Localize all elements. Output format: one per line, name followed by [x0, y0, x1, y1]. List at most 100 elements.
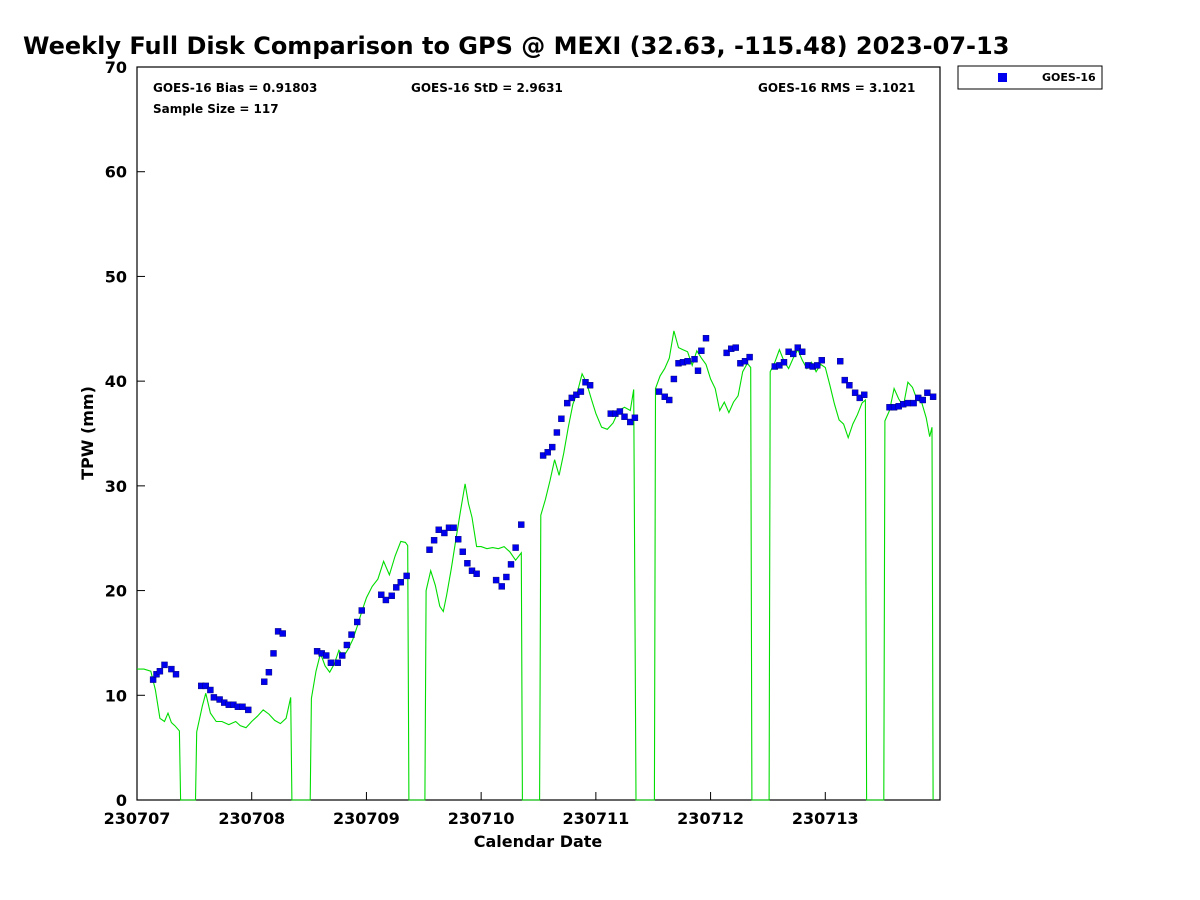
- goes-point: [459, 548, 466, 555]
- goes-point: [741, 358, 749, 365]
- goes-point: [202, 682, 210, 690]
- x-tick-label: 230707: [104, 809, 171, 828]
- goes-point: [149, 676, 157, 683]
- stat-std: GOES-16 StD = 2.9631: [411, 81, 563, 95]
- goes-point: [518, 521, 525, 528]
- goes-point: [265, 669, 273, 676]
- goes-point: [631, 414, 639, 421]
- goes-point: [172, 671, 180, 678]
- goes-series: [149, 335, 937, 714]
- legend-swatch: [998, 73, 1007, 82]
- x-tick-label: 230708: [218, 809, 285, 828]
- goes-point: [430, 537, 438, 544]
- x-tick-labels: 230707 230708 230709 230710 230711 230712 2307…: [104, 809, 859, 828]
- goes-point: [323, 652, 330, 659]
- goes-point: [780, 359, 788, 366]
- stat-sample-size: Sample Size = 117: [153, 102, 279, 116]
- x-tick-label: 230711: [562, 809, 629, 828]
- goes-point: [904, 399, 912, 407]
- goes-point: [450, 524, 457, 531]
- goes-point: [698, 347, 705, 354]
- goes-point: [210, 694, 218, 701]
- goes-point: [343, 641, 351, 649]
- goes-point: [270, 650, 277, 657]
- goes-point: [666, 396, 673, 404]
- goes-point: [354, 618, 361, 626]
- y-tick-label: 20: [105, 582, 127, 601]
- goes-point: [919, 396, 926, 404]
- goes-point: [558, 415, 565, 422]
- y-tick-label: 30: [105, 477, 127, 496]
- goes-point: [694, 367, 702, 374]
- goes-point: [553, 429, 561, 436]
- goes-point: [539, 452, 547, 459]
- goes-point: [818, 357, 825, 364]
- goes-point: [156, 668, 164, 675]
- goes-point: [814, 362, 821, 369]
- goes-point: [207, 686, 214, 694]
- goes-point: [512, 544, 519, 551]
- goes-point: [723, 349, 730, 357]
- goes-point: [670, 375, 678, 383]
- goes-point: [544, 449, 551, 456]
- goes-point: [393, 584, 400, 591]
- goes-point: [861, 391, 868, 398]
- y-tick-labels: 0 10 20 30 40 50 60 70: [105, 58, 127, 810]
- goes-point: [794, 344, 801, 351]
- goes-point: [168, 665, 175, 673]
- goes-point: [621, 413, 628, 420]
- goes-point: [799, 348, 806, 355]
- x-tick-label: 230710: [448, 809, 515, 828]
- goes-point: [577, 388, 585, 395]
- goes-point: [702, 335, 710, 342]
- y-tick-label: 0: [116, 791, 127, 810]
- goes-point: [549, 443, 556, 451]
- goes-point: [746, 353, 753, 361]
- goes-point: [388, 592, 395, 599]
- stat-rms: GOES-16 RMS = 3.1021: [758, 81, 915, 95]
- stat-bias: GOES-16 Bias = 0.91803: [153, 81, 317, 95]
- legend-label: GOES-16: [1042, 71, 1096, 84]
- legend: GOES-16: [957, 65, 1103, 90]
- y-tick-label: 70: [105, 58, 127, 77]
- goes-point: [334, 659, 341, 666]
- goes-point: [403, 572, 410, 580]
- goes-point: [348, 631, 355, 638]
- goes-point: [492, 576, 500, 584]
- goes-point: [910, 399, 917, 407]
- goes-point: [378, 591, 385, 598]
- x-tick-label: 230713: [792, 809, 859, 828]
- tick-marks: [136, 66, 826, 801]
- goes-point: [564, 399, 571, 407]
- goes-point: [837, 358, 844, 365]
- plot-area: [136, 66, 941, 801]
- goes-point: [279, 630, 286, 637]
- goes-point: [239, 703, 246, 710]
- goes-point: [929, 393, 937, 400]
- x-axis-label: Calendar Date: [474, 832, 603, 851]
- y-tick-label: 50: [105, 267, 127, 286]
- goes-point: [397, 579, 404, 586]
- goes-point: [503, 573, 510, 581]
- goes-point: [455, 536, 462, 543]
- goes-point: [841, 376, 848, 384]
- goes-point: [382, 596, 390, 604]
- goes-point: [691, 356, 698, 363]
- goes-point: [732, 344, 739, 351]
- goes-point: [426, 546, 433, 553]
- y-tick-label: 40: [105, 372, 127, 391]
- goes-point: [441, 529, 448, 537]
- goes-point: [358, 607, 365, 614]
- goes-point: [924, 389, 931, 396]
- plot-frame: [136, 66, 941, 801]
- goes-point: [627, 418, 634, 426]
- goes-point: [790, 350, 797, 358]
- y-tick-label: 60: [105, 163, 127, 182]
- x-tick-label: 230712: [677, 809, 744, 828]
- goes-point: [661, 393, 668, 400]
- goes-point: [435, 526, 442, 533]
- goes-point: [851, 389, 859, 396]
- goes-point: [161, 661, 168, 669]
- goes-point: [846, 382, 853, 389]
